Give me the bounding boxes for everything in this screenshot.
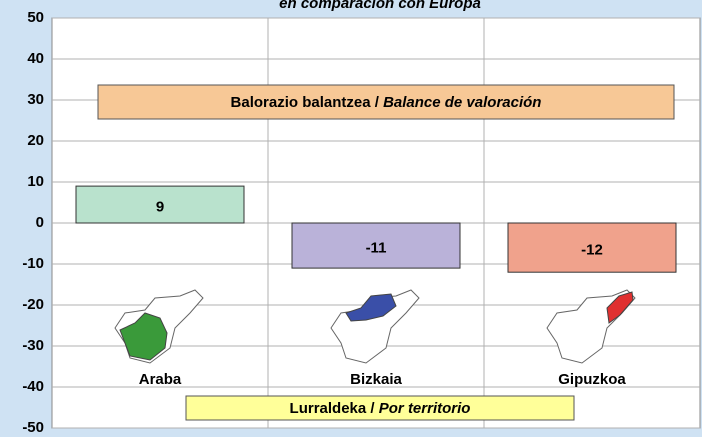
y-tick-label: 20 [27, 132, 44, 149]
y-tick-label: -20 [22, 296, 44, 313]
x-tick-label: Araba [139, 371, 182, 388]
bar [507, 222, 677, 273]
annotation-part: Balance de valoración [383, 94, 541, 111]
chart-title: en comparación con Europa [279, 0, 481, 12]
y-tick-label: -50 [22, 419, 44, 436]
annotation-part: Balorazio balantzea / [231, 94, 380, 111]
annotation: Lurraldeka / Por territorio [290, 400, 471, 417]
x-tick-label: Bizkaia [350, 371, 402, 388]
data-label: -11 [366, 240, 387, 257]
data-label: 9 [156, 199, 164, 216]
map-region [606, 291, 634, 324]
map-region [119, 312, 168, 361]
y-tick-label: -40 [22, 378, 44, 395]
annotation-box [185, 395, 575, 421]
y-tick-label: -10 [22, 255, 44, 272]
y-tick-label: 10 [27, 173, 44, 190]
map-region [345, 293, 397, 322]
annotation: Balorazio balantzea / Balance de valorac… [231, 94, 542, 111]
x-tick-label: Gipuzkoa [558, 371, 626, 388]
bar [291, 222, 461, 269]
bar [75, 185, 245, 224]
y-tick-label: 0 [36, 214, 44, 231]
y-tick-label: -30 [22, 337, 44, 354]
y-tick-label: 40 [27, 50, 44, 67]
annotation-box [97, 84, 675, 120]
data-label: -12 [581, 242, 603, 259]
annotation-part: Lurraldeka / [290, 400, 376, 417]
y-tick-label: 50 [27, 9, 44, 26]
annotation-part: Por territorio [379, 400, 471, 417]
y-tick-label: 30 [27, 91, 44, 108]
